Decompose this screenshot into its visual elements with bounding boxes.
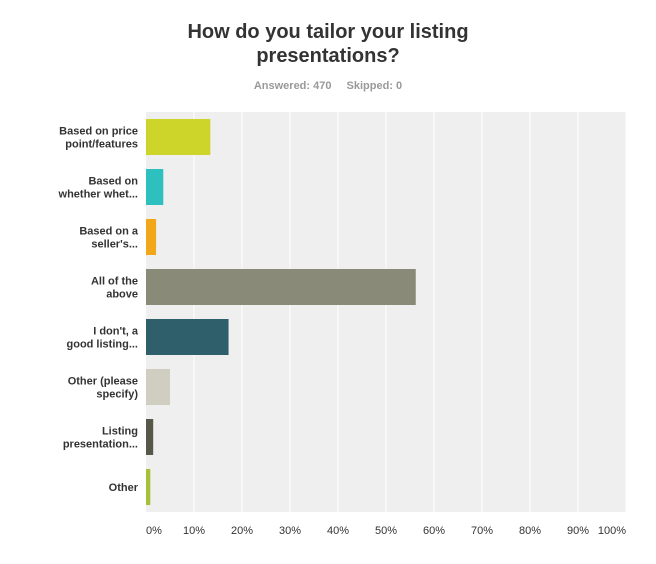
x-tick-label: 20% <box>231 525 253 537</box>
x-tick-label: 10% <box>183 525 205 537</box>
bar <box>146 219 157 255</box>
bar <box>146 269 416 305</box>
category-label: presentation... <box>63 439 138 451</box>
bar <box>146 369 170 405</box>
category-label: I don't, a <box>93 326 139 338</box>
x-tick-label: 50% <box>375 525 397 537</box>
category-label: Based on a <box>79 226 139 238</box>
answered-count: Answered: 470 <box>253 80 332 92</box>
response-stats: Answered: 470 Skipped: 0 <box>0 80 656 92</box>
grid-lines <box>193 112 627 512</box>
x-tick-label: 70% <box>471 525 493 537</box>
category-label: whether whet... <box>58 189 138 201</box>
category-label: specify) <box>96 389 138 401</box>
bar <box>146 169 164 205</box>
chart-title: How do you tailor your listing presentat… <box>0 20 656 68</box>
category-label: Based on price <box>59 126 138 138</box>
x-tick-label: 80% <box>519 525 541 537</box>
category-label: All of the <box>91 276 138 288</box>
x-tick-label: 0% <box>146 525 162 537</box>
chart-title-line-2: presentations? <box>256 45 400 67</box>
category-label: Listing <box>102 426 138 438</box>
x-axis-ticks: 0% 10% 20% 30% 40% 50% 60% 70% 80% 90% 100% <box>146 525 626 537</box>
category-label: Other <box>109 482 139 494</box>
bar <box>146 419 154 455</box>
x-tick-label: 30% <box>279 525 301 537</box>
category-label: Based on <box>88 176 138 188</box>
x-tick-label: 40% <box>327 525 349 537</box>
bars <box>146 119 416 505</box>
x-tick-label: 100% <box>598 525 626 537</box>
skipped-count: Skipped: 0 <box>346 80 403 92</box>
category-label: point/features <box>65 139 138 151</box>
chart-title-line-1: How do you tailor your listing <box>187 21 469 43</box>
category-label: above <box>106 289 138 301</box>
x-tick-label: 60% <box>423 525 445 537</box>
bar <box>146 119 211 155</box>
category-label: Other (please <box>68 376 138 388</box>
bar <box>146 319 229 355</box>
category-label: seller's... <box>91 239 138 251</box>
x-tick-label: 90% <box>567 525 589 537</box>
category-label: good listing... <box>67 339 139 351</box>
bar <box>146 469 151 505</box>
